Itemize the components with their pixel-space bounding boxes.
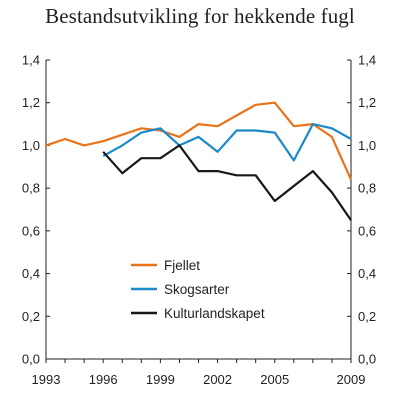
x-tick-label: 2005	[260, 372, 289, 387]
series-line-skogsarter	[102, 122, 352, 162]
tick-labels: 0,0 0,0 0,2 0,2 0,4 0,4 0,6 0,6 0,8 0,8 1,0 1,0 1,2 1…	[22, 53, 376, 388]
legend-label: Kulturlandskapet	[164, 306, 265, 321]
y-tick-label-left: 1,2	[22, 95, 40, 110]
y-tick-label-right: 1,4	[358, 53, 376, 68]
y-tick-label-left: 0,0	[22, 352, 40, 367]
y-tick-label-left: 0,8	[22, 181, 40, 196]
y-tick-label-left: 1,4	[22, 53, 40, 68]
x-tick-label: 1996	[89, 372, 118, 387]
legend: Fjellet Skogsarter Kulturlandskapet	[131, 258, 265, 321]
y-tick-label-right: 1,0	[358, 138, 376, 153]
x-tick-label: 2002	[203, 372, 232, 387]
y-tick-label-right: 0,8	[358, 181, 376, 196]
y-tick-label-left: 0,4	[22, 266, 40, 281]
legend-label: Fjellet	[164, 258, 200, 273]
y-tick-label-right: 0,6	[358, 223, 376, 238]
x-tick-label: 2009	[337, 372, 366, 387]
y-tick-label-right: 0,2	[358, 309, 376, 324]
y-tick-label-right: 0,4	[358, 266, 376, 281]
y-tick-label-left: 0,2	[22, 309, 40, 324]
series-lines	[45, 101, 353, 221]
series-line-fjellet	[45, 101, 353, 181]
x-tick-label: 1993	[32, 372, 61, 387]
chart-title: Bestandsutvikling for hekkende fugl	[45, 4, 355, 28]
series-line-kulturlandskapet	[102, 144, 352, 221]
y-tick-label-right: 1,2	[358, 95, 376, 110]
y-tick-label-right: 0,0	[358, 352, 376, 367]
y-tick-label-left: 0,6	[22, 223, 40, 238]
axes	[45, 59, 352, 363]
x-tick-label: 1999	[146, 372, 175, 387]
legend-label: Skogsarter	[164, 282, 230, 297]
y-tick-label-left: 1,0	[22, 138, 40, 153]
